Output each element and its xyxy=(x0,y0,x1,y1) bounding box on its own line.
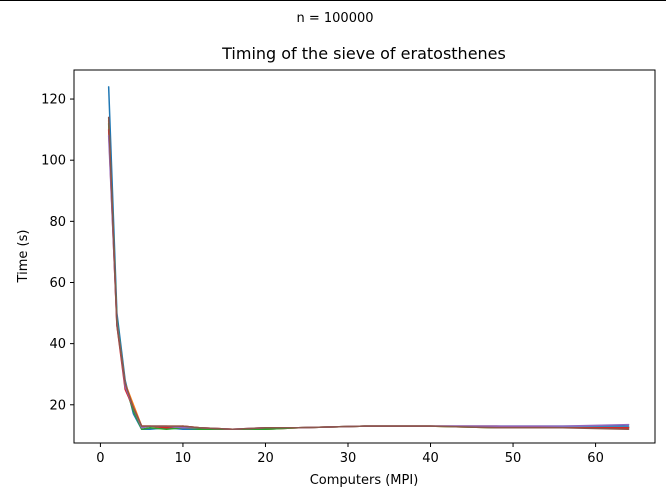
series-line-2 xyxy=(107,119,630,430)
chart-title: Timing of the sieve of eratosthenes xyxy=(221,44,506,63)
y-tick-label: 120 xyxy=(41,93,66,108)
x-tick-label: 30 xyxy=(340,451,357,466)
plot-frame xyxy=(73,69,656,444)
y-axis-ticks: 20 40 60 80 100 120 xyxy=(41,93,74,413)
series-line-4 xyxy=(107,128,630,430)
x-axis-ticks: 0 10 20 30 40 50 60 xyxy=(96,443,604,466)
series-line-6 xyxy=(107,116,630,430)
y-tick-label: 100 xyxy=(41,154,66,169)
x-tick-label: 60 xyxy=(587,451,604,466)
chart-suptitle: n = 100000 xyxy=(296,11,373,26)
series-line-3 xyxy=(107,122,630,430)
x-tick-label: 50 xyxy=(505,451,522,466)
x-tick-label: 40 xyxy=(422,451,439,466)
x-tick-label: 20 xyxy=(257,451,274,466)
y-axis-label: Time (s) xyxy=(16,230,31,284)
x-axis-label: Computers (MPI) xyxy=(310,473,419,488)
x-tick-label: 0 xyxy=(96,451,104,466)
y-tick-label: 40 xyxy=(49,337,66,352)
y-tick-label: 20 xyxy=(49,398,66,413)
top-border xyxy=(0,0,666,1)
y-tick-label: 80 xyxy=(49,215,66,230)
series-lines xyxy=(107,86,630,430)
series-line-5 xyxy=(107,134,630,430)
y-tick-label: 60 xyxy=(49,276,66,291)
x-tick-label: 10 xyxy=(175,451,192,466)
series-line-1 xyxy=(107,86,630,430)
